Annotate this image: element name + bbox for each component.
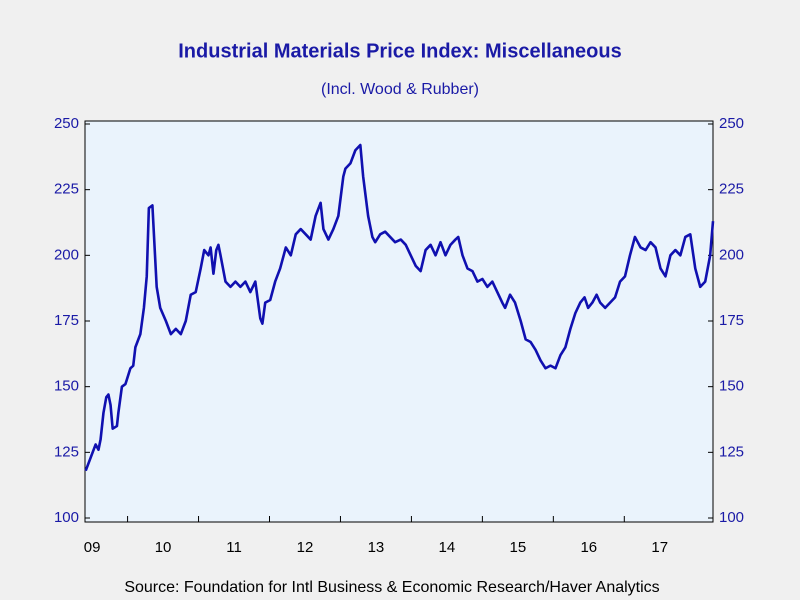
x-tick-label: 09	[84, 539, 101, 556]
x-tick-label: 12	[297, 539, 314, 556]
x-tick-label: 14	[439, 539, 456, 556]
y-tick-label: 125	[54, 443, 79, 460]
y-tick-label: 225	[54, 181, 79, 198]
y2-tick-label: 250	[719, 115, 744, 132]
x-tick-label: 13	[368, 539, 385, 556]
y-tick-label: 200	[54, 246, 79, 263]
chart-subtitle: (Incl. Wood & Rubber)	[321, 81, 479, 98]
x-tick-label: 15	[510, 539, 527, 556]
y-tick-label: 250	[54, 115, 79, 132]
y-tick-label: 150	[54, 378, 79, 395]
x-tick-label: 16	[580, 539, 597, 556]
y2-tick-label: 125	[719, 443, 744, 460]
y-tick-label: 175	[54, 312, 79, 329]
data-line	[84, 143, 715, 472]
y2-tick-label: 150	[719, 378, 744, 395]
source-note: Source: Foundation for Intl Business & E…	[124, 579, 659, 596]
x-tick-label: 17	[651, 539, 668, 556]
y2-tick-label: 225	[719, 181, 744, 198]
x-tick-label: 10	[155, 539, 172, 556]
plot-area	[84, 120, 714, 523]
y-tick-label: 100	[54, 509, 79, 526]
chart-title: Industrial Materials Price Index: Miscel…	[178, 40, 622, 62]
y2-tick-label: 100	[719, 509, 744, 526]
x-tick-label: 11	[226, 539, 242, 556]
y2-tick-label: 200	[719, 246, 744, 263]
y2-tick-label: 175	[719, 312, 744, 329]
